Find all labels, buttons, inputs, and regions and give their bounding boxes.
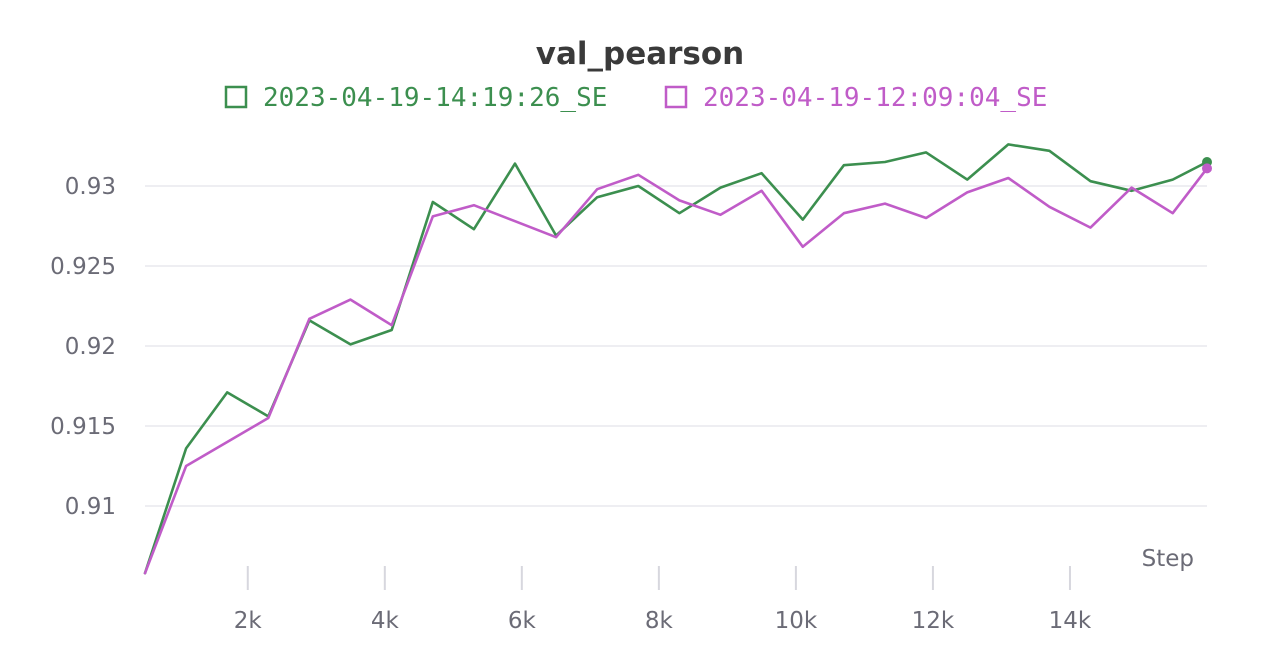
x-tick-label: 4k [371,608,400,634]
legend-swatch-series-1 [224,85,248,109]
y-tick-label: 0.92 [65,334,116,360]
y-tick-label: 0.925 [50,254,116,280]
series-line-1[interactable] [143,143,1209,575]
legend-item-series-1[interactable]: 2023-04-19-14:19:26_SE [224,83,607,113]
plot-area [143,143,1212,575]
chart-title: val_pearson [536,36,745,72]
series-end-point-2[interactable] [1202,163,1212,174]
x-tick-label: 10k [775,608,818,634]
y-tick-label: 0.91 [65,494,116,520]
legend-label-series-1: 2023-04-19-14:19:26_SE [263,83,607,113]
x-axis: 2k 4k 6k 8k 10k 12k 14k [234,566,1092,634]
y-tick-label: 0.93 [65,174,116,200]
legend-label-series-2: 2023-04-19-12:09:04_SE [703,83,1047,113]
x-tick-label: 2k [234,608,263,634]
legend: 2023-04-19-14:19:26_SE 2023-04-19-12:09:… [224,83,1047,113]
series-line-2[interactable] [143,167,1209,575]
x-tick-label: 6k [508,608,537,634]
y-axis: 0.91 0.915 0.92 0.925 0.93 [50,174,116,520]
y-tick-label: 0.915 [50,414,116,440]
legend-swatch-series-2 [664,85,688,109]
gridlines [145,185,1207,507]
legend-item-series-2[interactable]: 2023-04-19-12:09:04_SE [664,83,1047,113]
x-axis-label: Step [1142,546,1194,572]
x-tick-label: 8k [645,608,674,634]
x-tick-label: 14k [1049,608,1092,634]
x-tick-label: 12k [912,608,955,634]
